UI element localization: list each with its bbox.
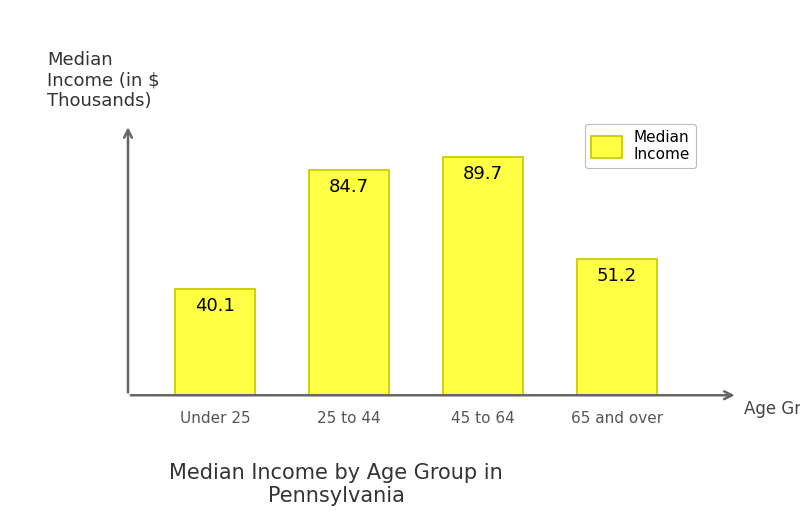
- Text: 84.7: 84.7: [329, 178, 369, 196]
- Bar: [577, 259, 657, 395]
- Text: Age Groups: Age Groups: [744, 399, 800, 417]
- Bar: [442, 157, 523, 395]
- Text: 89.7: 89.7: [463, 164, 503, 183]
- Text: Median
Income (in $
Thousands): Median Income (in $ Thousands): [47, 51, 160, 110]
- Bar: [175, 289, 255, 395]
- Legend: Median
Income: Median Income: [585, 123, 696, 168]
- Text: Median Income by Age Group in
Pennsylvania: Median Income by Age Group in Pennsylvan…: [169, 463, 503, 506]
- Text: 40.1: 40.1: [195, 297, 235, 315]
- Bar: [309, 170, 390, 395]
- Text: 51.2: 51.2: [597, 267, 637, 285]
